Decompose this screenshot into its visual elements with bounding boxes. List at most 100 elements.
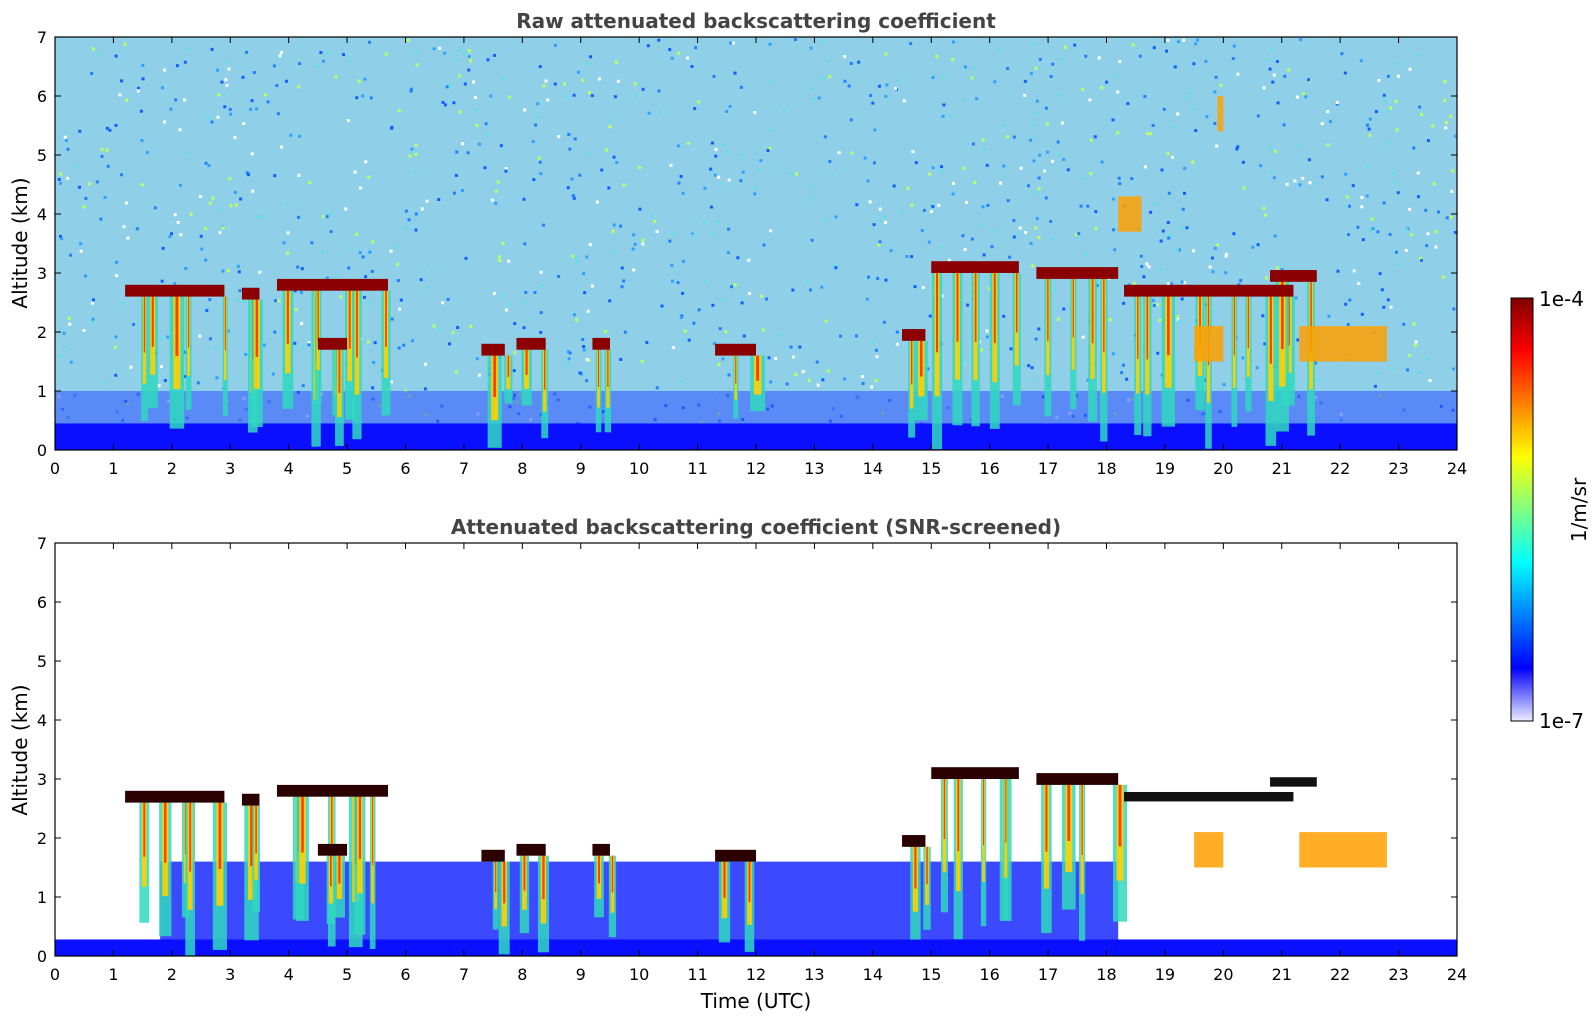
noise-pixel [877,243,881,247]
cloud-layer [902,329,926,341]
noise-pixel [1057,153,1061,157]
noise-pixel [982,253,986,257]
noise-pixel [414,212,418,216]
noise-pixel [1073,43,1077,47]
noise-pixel [963,65,967,69]
noise-pixel [245,50,249,54]
noise-pixel [90,72,94,76]
noise-pixel [126,236,130,240]
noise-pixel [325,276,329,280]
noise-pixel [1203,322,1207,326]
noise-pixel [963,247,967,251]
noise-pixel [79,249,83,253]
noise-pixel [1231,57,1235,61]
noise-pixel [931,204,935,208]
noise-pixel [1130,177,1134,181]
noise-pixel [242,122,246,126]
noise-pixel [1393,181,1397,185]
noise-pixel [1162,107,1166,111]
noise-pixel [308,181,312,185]
plume [537,855,550,953]
plume [952,273,963,426]
noise-pixel [477,142,481,146]
noise-pixel [90,321,94,325]
y-tick-label: 4 [37,205,47,224]
noise-pixel [638,166,642,170]
noise-pixel [1108,317,1112,321]
noise-pixel [952,181,956,185]
noise-pixel [727,178,731,182]
x-tick-label: 3 [225,965,235,984]
noise-pixel [363,77,367,81]
noise-pixel [68,322,72,326]
noise-pixel [189,212,193,216]
noise-pixel [1037,327,1041,331]
noise-pixel [501,241,505,245]
plume-core [250,805,254,867]
plume-core [1072,278,1074,338]
noise-pixel [367,175,371,179]
noise-pixel [769,128,773,132]
noise-pixel [633,82,637,86]
noise-pixel [1414,340,1418,344]
plume-core [926,846,928,885]
noise-pixel [657,89,661,93]
noise-pixel [1280,267,1284,271]
noise-pixel [1049,75,1053,79]
noise-pixel [1056,93,1060,97]
noise-pixel [184,266,188,270]
noise-pixel [692,321,696,325]
noise-pixel [319,51,323,55]
noise-pixel [571,194,575,198]
noise-pixel [237,270,241,274]
noise-pixel [166,335,170,339]
noise-pixel [105,126,109,130]
noise-pixel [273,330,277,334]
noise-pixel [940,246,944,250]
noise-pixel [1191,107,1195,111]
noise-pixel [118,93,122,97]
noise-pixel [307,341,311,345]
noise-pixel [1037,236,1041,240]
noise-pixel [993,80,997,84]
noise-pixel [889,249,893,253]
noise-pixel [1419,258,1423,262]
plume [910,846,921,940]
noise-pixel [1018,226,1022,230]
noise-pixel [1211,270,1215,274]
noise-pixel [1034,66,1038,70]
noise-pixel [1262,206,1266,210]
noise-pixel [1213,310,1217,314]
noise-pixel [861,382,865,386]
noise-pixel [1293,381,1297,385]
cloud-layer [715,849,756,862]
noise-pixel [106,164,110,168]
noise-pixel [812,97,816,101]
noise-pixel [452,191,456,195]
x-tick-label: 20 [1213,459,1233,478]
noise-pixel [301,384,305,388]
cloud-layer [1124,284,1294,297]
noise-pixel [1116,131,1120,135]
noise-pixel [226,329,230,333]
noise-pixel [965,200,969,204]
noise-pixel [820,40,824,44]
noise-pixel [236,264,240,268]
noise-pixel [1006,135,1010,139]
noise-pixel [329,230,333,234]
noise-pixel [585,358,589,362]
noise-pixel [1138,54,1142,58]
noise-pixel [277,299,281,303]
noise-pixel [497,255,501,259]
noise-pixel [1120,371,1124,375]
noise-pixel [541,284,545,288]
noise-pixel [1023,79,1027,83]
noise-pixel [301,345,305,349]
noise-pixel [711,232,715,236]
noise-pixel [1111,352,1115,356]
noise-pixel [1328,120,1332,124]
noise-pixel [1325,198,1329,202]
noise-pixel [892,184,896,188]
noise-pixel [299,291,303,295]
noise-pixel [1012,135,1016,139]
